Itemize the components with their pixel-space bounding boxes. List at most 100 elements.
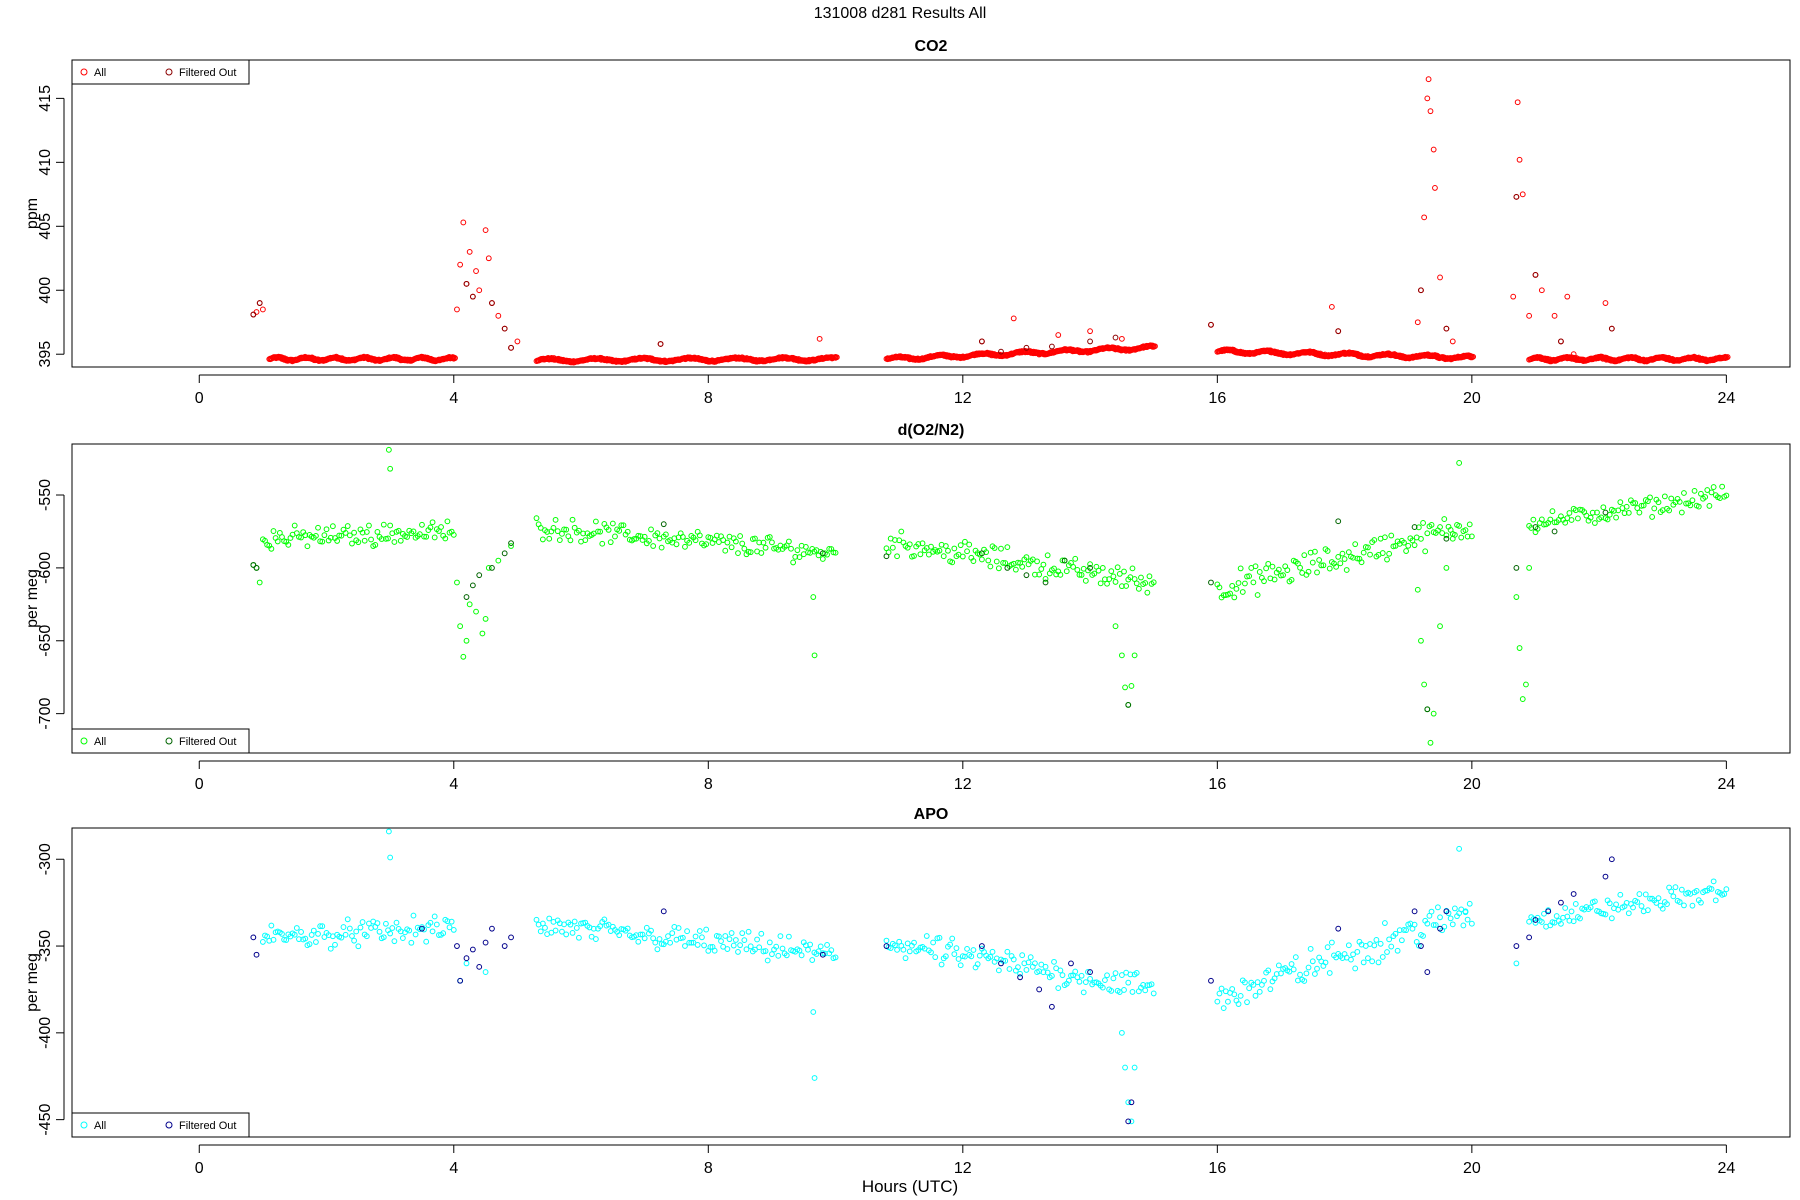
filtered-out-point xyxy=(501,550,508,557)
all-point xyxy=(376,928,383,935)
all-point xyxy=(368,536,374,543)
filtered-out-point xyxy=(998,348,1004,355)
filtered-out-point xyxy=(1036,986,1043,993)
all-point xyxy=(433,921,440,928)
all-point xyxy=(444,518,451,525)
all-point xyxy=(1447,915,1454,922)
all-point xyxy=(669,930,676,936)
all-point xyxy=(460,653,467,660)
filtered-out-point xyxy=(1061,557,1068,564)
all-point xyxy=(408,939,415,946)
filtered-out-point xyxy=(469,293,476,300)
x-tick-label: 24 xyxy=(1717,1160,1735,1177)
all-point xyxy=(410,528,417,535)
all-point xyxy=(1318,562,1325,569)
all-point xyxy=(342,931,349,938)
all-point xyxy=(427,919,434,926)
all-point xyxy=(1233,585,1240,592)
all-point xyxy=(1428,522,1435,528)
all-point xyxy=(1367,551,1373,558)
filtered-out-point xyxy=(1558,899,1564,906)
all-point xyxy=(423,938,430,945)
all-point xyxy=(716,933,722,940)
all-point xyxy=(1015,559,1021,566)
all-point xyxy=(1666,507,1673,514)
all-point xyxy=(1388,943,1395,950)
x-tick-label: 0 xyxy=(195,390,204,407)
all-point xyxy=(953,945,960,952)
all-point xyxy=(1375,959,1382,966)
all-point xyxy=(743,946,750,953)
all-point xyxy=(892,942,898,949)
all-point xyxy=(616,527,623,534)
all-point xyxy=(404,534,411,540)
all-point xyxy=(936,547,943,554)
all-point xyxy=(448,918,455,925)
all-point xyxy=(724,946,731,952)
all-point xyxy=(533,916,540,923)
all-point xyxy=(429,519,436,526)
all-point xyxy=(1237,565,1244,572)
legend-box xyxy=(71,1112,250,1138)
all-point xyxy=(1398,937,1405,944)
filtered-out-point xyxy=(1042,579,1049,586)
all-point xyxy=(457,261,464,268)
all-point xyxy=(1004,948,1011,955)
all-point xyxy=(1118,1029,1125,1036)
all-point xyxy=(917,551,924,558)
all-point xyxy=(796,947,803,954)
all-point xyxy=(1516,156,1523,163)
all-point xyxy=(1466,900,1473,907)
all-point xyxy=(429,928,436,935)
data-points xyxy=(250,828,1730,1125)
filtered-out-point xyxy=(256,300,263,306)
all-point xyxy=(334,538,341,544)
all-point xyxy=(624,528,631,535)
legend-label: Filtered Out xyxy=(179,1120,236,1132)
all-point xyxy=(985,557,992,564)
all-point xyxy=(1676,498,1683,505)
all-point xyxy=(1063,568,1070,575)
filtered-out-point xyxy=(1208,977,1214,984)
all-point xyxy=(1401,539,1407,546)
all-point xyxy=(310,927,317,934)
all-point xyxy=(1288,576,1295,583)
x-tick-label: 16 xyxy=(1208,390,1226,407)
all-point xyxy=(1519,191,1526,198)
all-point xyxy=(1562,519,1569,526)
all-point xyxy=(1551,519,1558,526)
all-point xyxy=(1118,972,1125,978)
all-point xyxy=(713,532,720,539)
all-point xyxy=(737,533,744,539)
all-point xyxy=(1640,502,1647,509)
all-point xyxy=(752,946,758,953)
all-point xyxy=(440,930,447,937)
all-point xyxy=(1430,710,1437,717)
all-point xyxy=(1114,564,1121,571)
x-tick-label: 8 xyxy=(704,390,713,407)
x-tick-label: 4 xyxy=(449,1160,458,1177)
all-point xyxy=(552,516,559,523)
all-point xyxy=(1057,571,1064,578)
all-point xyxy=(1437,623,1443,630)
all-point xyxy=(1278,970,1284,977)
all-point xyxy=(1085,969,1091,975)
all-point xyxy=(1608,915,1615,922)
all-point xyxy=(361,537,368,544)
all-point xyxy=(1288,961,1295,967)
all-point xyxy=(363,933,370,940)
all-point xyxy=(1252,992,1259,999)
all-point xyxy=(1108,987,1115,994)
all-point xyxy=(1422,548,1429,555)
all-point xyxy=(1362,544,1369,550)
filtered-out-point xyxy=(979,550,985,557)
y-tick-label: -450 xyxy=(37,1104,54,1136)
all-point xyxy=(1082,979,1089,985)
all-point xyxy=(1290,966,1297,973)
all-point xyxy=(380,521,387,528)
data-points xyxy=(250,76,1731,366)
all-point xyxy=(1424,920,1431,927)
all-point xyxy=(1678,509,1685,516)
all-point xyxy=(1012,566,1019,573)
y-axis-label: per meg xyxy=(24,569,41,628)
